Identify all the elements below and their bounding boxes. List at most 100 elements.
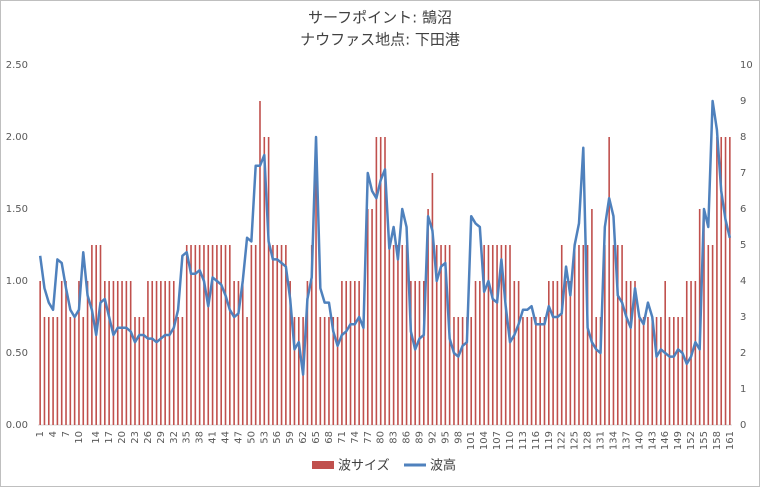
bar [608, 137, 610, 425]
bar [60, 281, 63, 425]
legend-label: 波サイズ [338, 458, 390, 474]
bar [237, 281, 240, 425]
bar [285, 245, 287, 425]
bar [500, 245, 503, 425]
bar [535, 317, 537, 425]
bar [151, 281, 154, 425]
x-tick-label: 83 [389, 431, 400, 444]
x-tick-label: 47 [233, 431, 244, 444]
bar [410, 281, 412, 425]
bar [599, 317, 602, 425]
bar [263, 137, 266, 425]
bar [668, 317, 671, 425]
y-tick-label: 0.00 [6, 420, 28, 431]
bar [647, 317, 649, 425]
x-tick-label: 146 [660, 431, 671, 450]
chart-subtitle: ナウファス地点: 下田港 [300, 31, 460, 49]
bar [427, 209, 429, 425]
bar [479, 281, 481, 425]
bar [414, 281, 416, 425]
bar [651, 317, 654, 425]
bar [134, 317, 136, 425]
bar [336, 317, 339, 425]
bar [405, 245, 408, 425]
x-tick-label: 29 [156, 431, 167, 444]
bar [250, 245, 253, 425]
bar [522, 317, 524, 425]
bar [108, 281, 110, 425]
bar [483, 245, 485, 425]
y-tick-label: 2.50 [6, 60, 28, 71]
x-tick-label: 4 [48, 431, 59, 437]
bar [280, 245, 283, 425]
bar [328, 317, 330, 425]
bar [104, 281, 106, 425]
bar [703, 209, 705, 425]
bar [224, 245, 227, 425]
y-tick-label: 0.50 [6, 348, 28, 359]
bar [591, 209, 593, 425]
bar [293, 317, 296, 425]
x-tick-label: 68 [324, 431, 335, 444]
bar [349, 281, 352, 425]
bar [315, 137, 317, 425]
x-tick-label: 152 [686, 431, 697, 450]
x-tick-label: 92 [427, 431, 438, 444]
bar [457, 317, 460, 425]
x-tick-label: 74 [350, 431, 361, 444]
bar [716, 137, 718, 425]
x-tick-label: 23 [130, 431, 141, 444]
x-tick-label: 143 [647, 431, 658, 450]
line [38, 99, 732, 376]
bar [655, 317, 658, 425]
bar [216, 245, 218, 425]
x-tick-label: 65 [311, 431, 322, 444]
bar [99, 245, 102, 425]
bar [422, 281, 425, 425]
bar [138, 317, 141, 425]
bar [461, 317, 464, 425]
bar [435, 245, 438, 425]
bar [539, 317, 541, 425]
bar [233, 281, 235, 425]
bar [345, 281, 348, 425]
x-tick-label: 41 [208, 431, 219, 444]
x-tick-label: 119 [544, 431, 555, 450]
bar [306, 281, 309, 425]
y2-tick-label: 3 [740, 312, 746, 323]
x-tick-label: 104 [479, 431, 490, 450]
bar [181, 317, 184, 425]
bar [289, 281, 291, 425]
bar [384, 137, 386, 425]
x-tick-label: 7 [61, 431, 72, 437]
bar [681, 317, 684, 425]
bar [487, 245, 490, 425]
bar [310, 245, 313, 425]
x-tick-label: 155 [699, 431, 710, 450]
bar [155, 281, 158, 425]
x-tick-label: 134 [608, 431, 619, 450]
x-tick-label: 80 [376, 431, 387, 444]
bar [595, 317, 598, 425]
bar [543, 317, 546, 425]
bar [673, 317, 675, 425]
bar [194, 245, 197, 425]
y2-tick-label: 4 [740, 276, 746, 287]
bar [207, 245, 210, 425]
x-tick-label: 89 [414, 431, 425, 444]
bar [440, 245, 442, 425]
y2-tick-label: 8 [740, 132, 746, 143]
bar [272, 245, 274, 425]
x-tick-label: 125 [570, 431, 581, 450]
y2-tick-label: 9 [740, 96, 746, 107]
bar [401, 245, 404, 425]
bar [246, 317, 248, 425]
bar [43, 317, 46, 425]
x-tick-label: 149 [673, 431, 684, 450]
bar [526, 317, 529, 425]
x-tick-label: 17 [104, 431, 115, 444]
bar [220, 245, 222, 425]
x-tick-label: 113 [518, 431, 529, 450]
bar [621, 245, 623, 425]
x-tick-label: 128 [583, 431, 594, 450]
